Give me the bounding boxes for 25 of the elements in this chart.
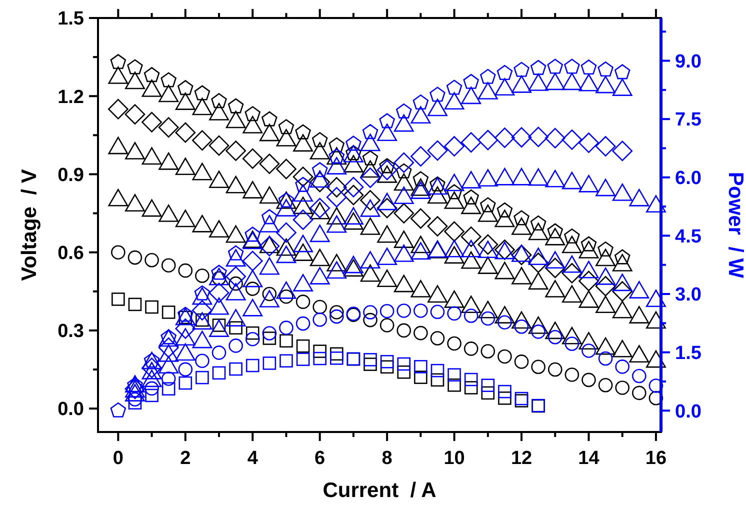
y-tick-label: 0.6 bbox=[58, 242, 84, 264]
x-tick-label: 6 bbox=[314, 448, 326, 469]
x-tick-label: 0 bbox=[112, 448, 124, 469]
y-tick-label: 0.0 bbox=[58, 399, 84, 420]
x-tick-label: 10 bbox=[444, 448, 465, 469]
y-tick-label: 1.2 bbox=[58, 86, 84, 108]
y-tick-label: 0.9 bbox=[58, 164, 84, 186]
x-tick-label: 16 bbox=[645, 448, 667, 469]
y-tick-label: 1.5 bbox=[58, 8, 84, 30]
x-tick-label: 12 bbox=[510, 448, 532, 469]
y2-tick-label: 9.0 bbox=[675, 51, 702, 72]
y-axis-title: Voltage / V bbox=[18, 169, 41, 281]
y2-tick-label: 0.0 bbox=[675, 401, 702, 422]
y2-tick-label: 3.0 bbox=[675, 284, 702, 306]
x-axis-title: Current / A bbox=[322, 479, 436, 502]
y-tick-label: 0.3 bbox=[58, 321, 84, 342]
y2-axis-title: Power / W bbox=[724, 172, 746, 278]
x-tick-label: 8 bbox=[382, 448, 392, 469]
x-tick-label: 14 bbox=[578, 448, 600, 469]
x-tick-label: 2 bbox=[180, 448, 191, 469]
y2-tick-label: 4.5 bbox=[675, 226, 702, 248]
y2-tick-label: 1.5 bbox=[675, 342, 702, 364]
y2-tick-label: 7.5 bbox=[675, 110, 702, 131]
x-tick-label: 4 bbox=[247, 448, 258, 469]
y2-tick-label: 6.0 bbox=[675, 168, 702, 190]
